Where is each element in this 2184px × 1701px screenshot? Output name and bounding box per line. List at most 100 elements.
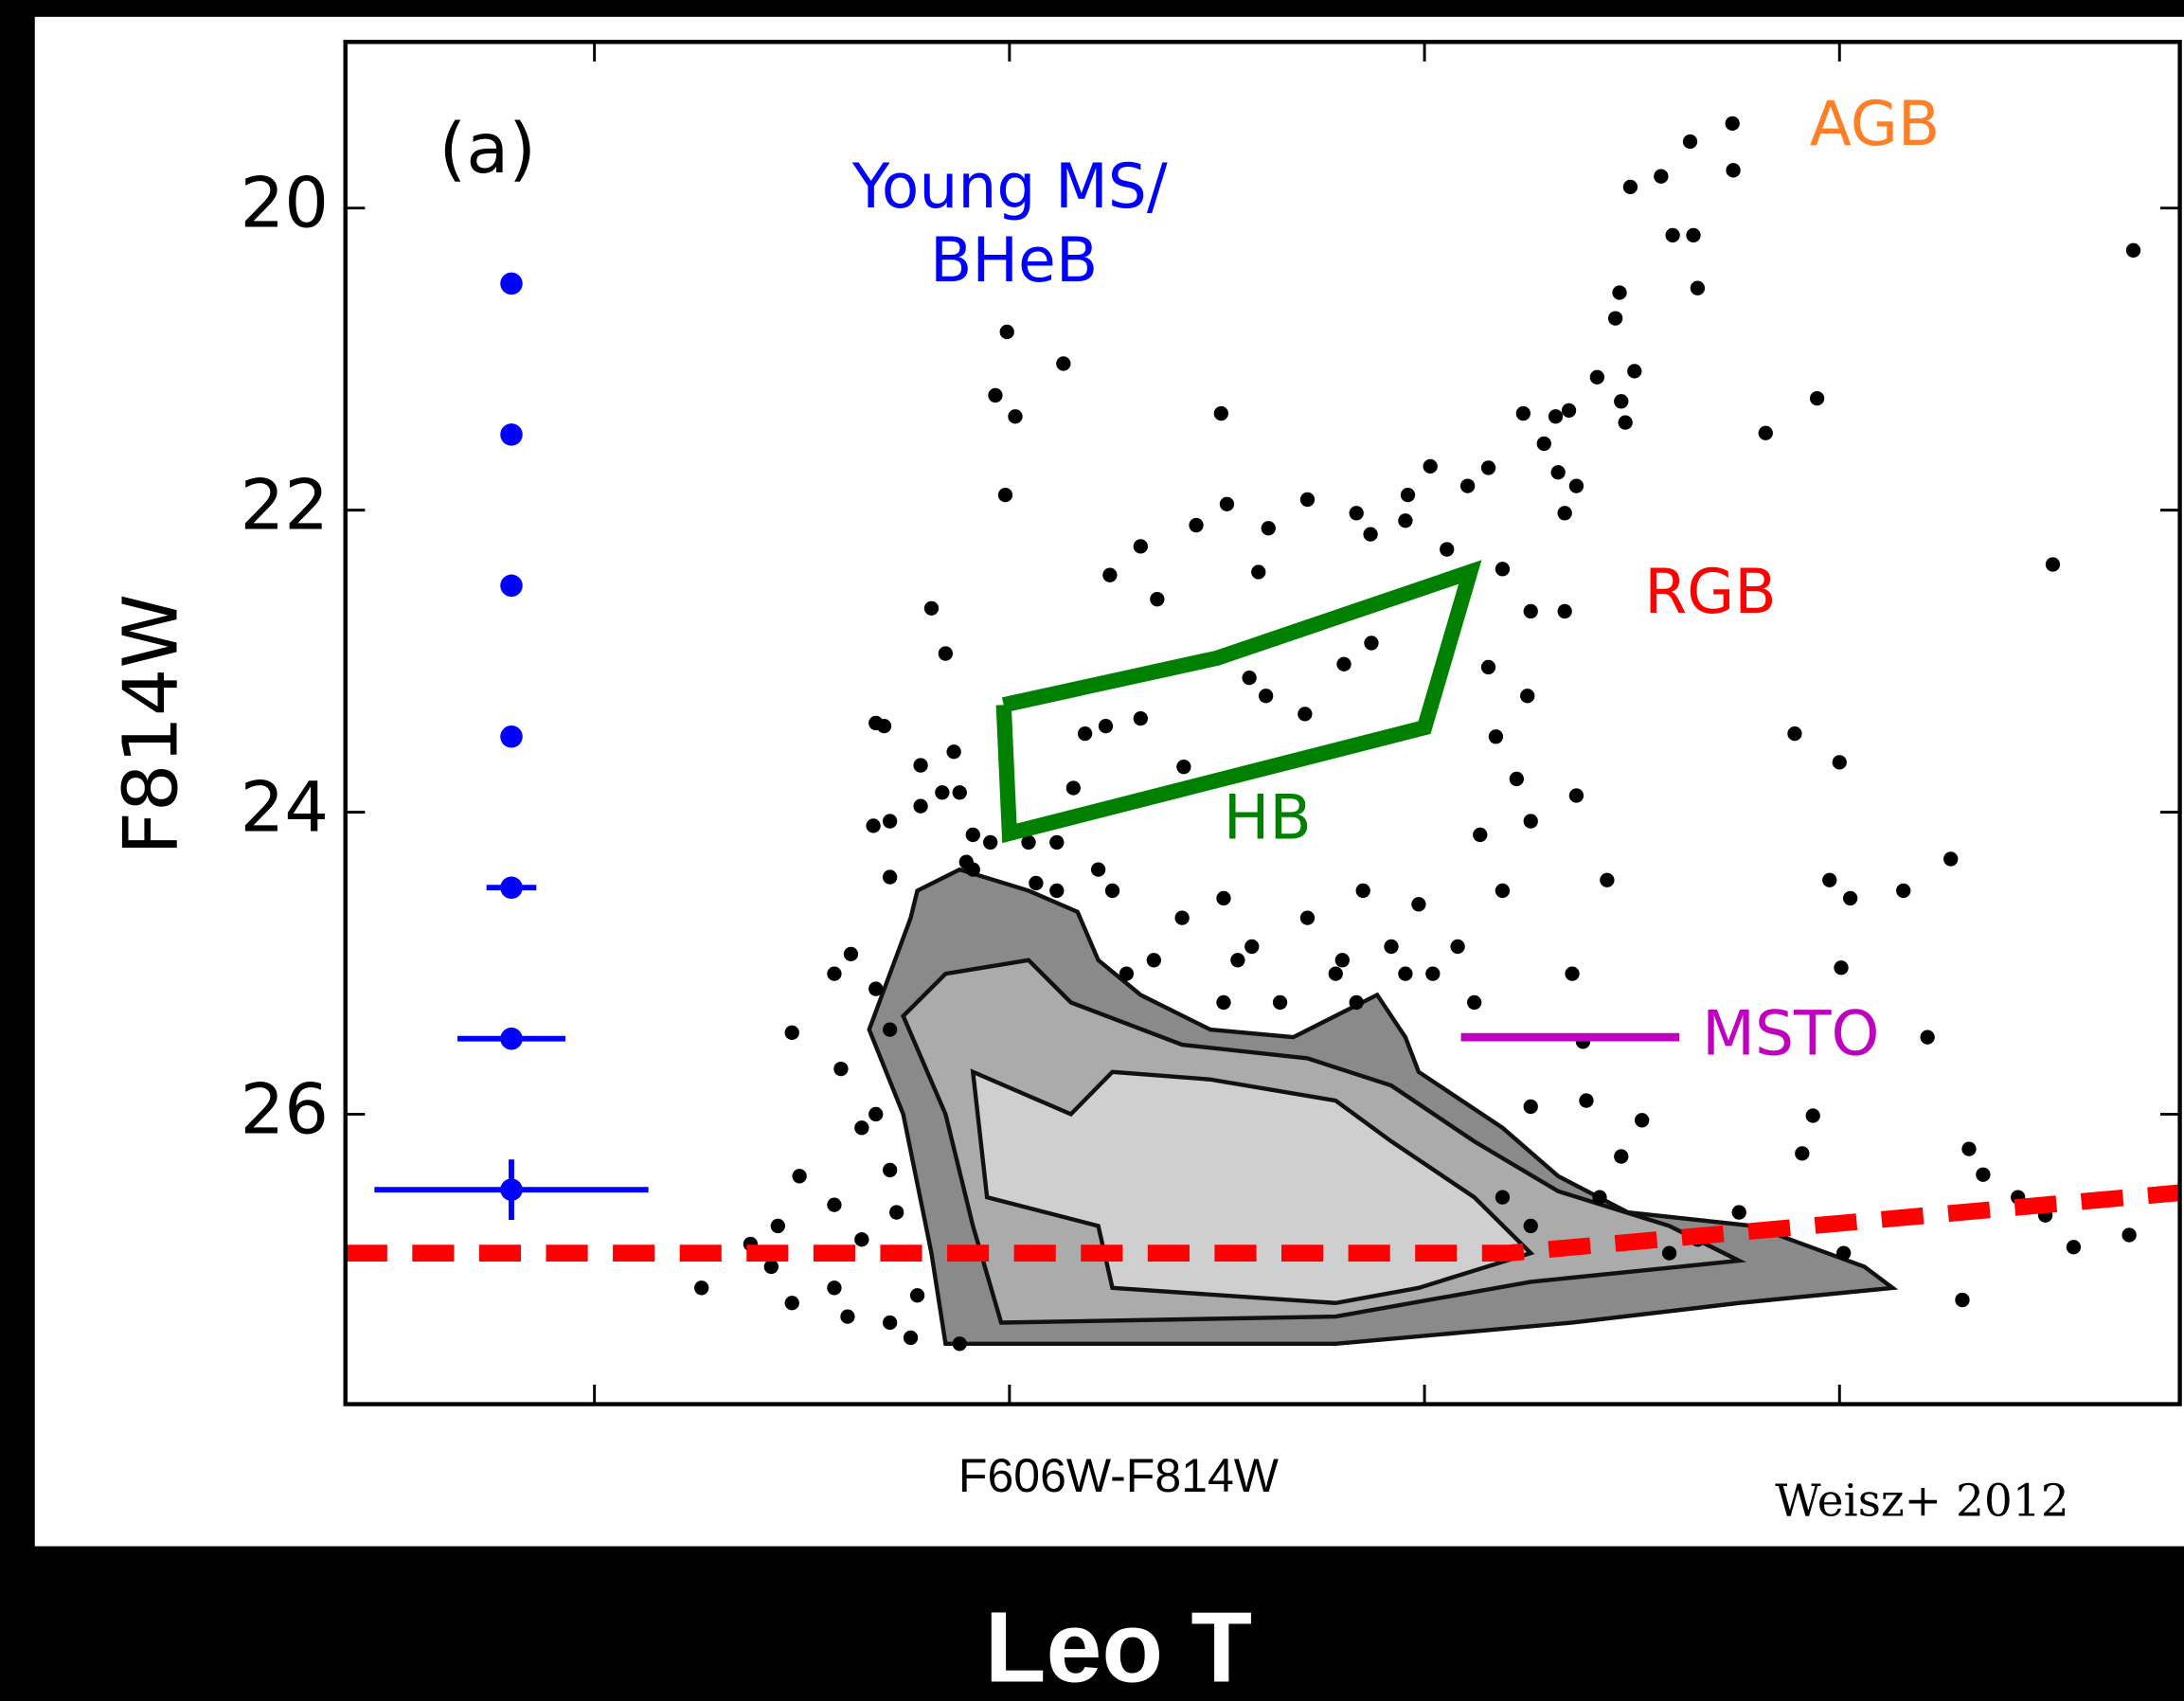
star-point bbox=[1230, 953, 1245, 968]
annotation: MSTO bbox=[1702, 998, 1879, 1069]
star-point bbox=[1955, 1292, 1970, 1308]
star-point bbox=[1480, 659, 1496, 675]
star-point bbox=[1618, 415, 1633, 430]
plot-frame bbox=[343, 40, 2182, 1406]
star-point bbox=[889, 1205, 904, 1220]
star-point bbox=[1795, 1146, 1810, 1161]
star-point bbox=[1832, 755, 1847, 770]
star-point bbox=[1589, 369, 1604, 385]
star-point bbox=[946, 744, 961, 760]
error-point bbox=[500, 1027, 523, 1050]
star-point bbox=[827, 1280, 842, 1296]
star-point bbox=[1731, 1205, 1746, 1220]
star-point bbox=[1550, 465, 1566, 480]
star-point bbox=[854, 1232, 869, 1247]
star-point bbox=[999, 324, 1014, 340]
star-point bbox=[1189, 517, 1204, 533]
star-point bbox=[1259, 689, 1274, 704]
error-point bbox=[500, 423, 523, 446]
star-point bbox=[965, 827, 980, 843]
star-point bbox=[876, 718, 892, 734]
star-point bbox=[1614, 394, 1629, 409]
star-point bbox=[1056, 356, 1071, 371]
star-point bbox=[840, 1309, 855, 1324]
star-point bbox=[1336, 656, 1352, 671]
star-point bbox=[1077, 725, 1093, 742]
star-point bbox=[1008, 409, 1023, 424]
star-point bbox=[2121, 1227, 2137, 1243]
star-point bbox=[2066, 1240, 2082, 1255]
star-point bbox=[1398, 966, 1413, 981]
star-point bbox=[909, 1288, 925, 1303]
star-point bbox=[1355, 883, 1370, 899]
star-point bbox=[1104, 883, 1120, 899]
star-point bbox=[1665, 227, 1680, 243]
star-point bbox=[1119, 966, 1135, 981]
star-point bbox=[694, 1280, 709, 1296]
star-point bbox=[1495, 1190, 1511, 1205]
star-point bbox=[1579, 1093, 1594, 1108]
star-point bbox=[763, 1259, 779, 1275]
star-point bbox=[1459, 478, 1476, 493]
star-point bbox=[1557, 506, 1572, 521]
star-point bbox=[1021, 834, 1036, 850]
star-point bbox=[1473, 827, 1488, 843]
star-point bbox=[1809, 390, 1825, 406]
star-point bbox=[952, 1336, 967, 1352]
star-point bbox=[2045, 557, 2061, 572]
star-point bbox=[923, 600, 940, 616]
star-point bbox=[1682, 134, 1698, 150]
y-tick-label: 24 bbox=[241, 768, 330, 849]
star-point bbox=[1536, 436, 1551, 452]
star-point bbox=[1523, 1218, 1538, 1234]
star-point bbox=[1523, 814, 1538, 829]
star-point bbox=[1398, 513, 1413, 528]
star-point bbox=[913, 758, 928, 773]
star-point bbox=[1400, 488, 1416, 503]
star-point bbox=[1976, 1167, 1991, 1182]
star-point bbox=[1565, 966, 1580, 981]
star-point bbox=[827, 1197, 842, 1212]
error-point bbox=[500, 574, 523, 598]
star-point bbox=[1495, 883, 1511, 899]
star-point bbox=[1920, 1030, 1935, 1045]
star-point bbox=[1364, 636, 1379, 651]
annotation: Young MS/ bbox=[851, 152, 1168, 223]
error-point bbox=[500, 876, 523, 900]
y-tick-label: 20 bbox=[241, 164, 330, 244]
completeness-line bbox=[345, 1184, 2180, 1262]
star-point bbox=[1822, 872, 1837, 887]
star-point bbox=[1349, 994, 1364, 1011]
annotation: AGB bbox=[1810, 89, 1941, 160]
annotation: HB bbox=[1224, 782, 1312, 853]
star-point bbox=[1943, 851, 1959, 867]
error-point bbox=[500, 725, 523, 748]
star-point bbox=[1299, 492, 1316, 508]
star-point bbox=[854, 1120, 869, 1136]
star-point bbox=[1686, 227, 1701, 243]
star-point bbox=[784, 1025, 799, 1040]
star-point bbox=[1896, 883, 1911, 899]
star-point bbox=[1607, 311, 1623, 326]
star-point bbox=[868, 981, 884, 996]
star-point bbox=[965, 862, 980, 877]
star-point bbox=[1133, 539, 1148, 554]
star-point bbox=[1961, 1141, 1977, 1156]
credit: Weisz+ 2012 bbox=[1775, 1475, 2068, 1527]
star-point bbox=[1146, 953, 1161, 968]
star-point bbox=[1523, 1099, 1538, 1115]
star-point bbox=[1213, 405, 1228, 421]
star-point bbox=[988, 387, 1003, 403]
star-point bbox=[938, 646, 954, 661]
star-point bbox=[1627, 364, 1642, 379]
star-point bbox=[1176, 760, 1191, 775]
star-point bbox=[1520, 689, 1535, 704]
star-point bbox=[1523, 603, 1538, 619]
star-point bbox=[1334, 953, 1350, 968]
star-point bbox=[1102, 567, 1118, 582]
star-point bbox=[1029, 875, 1044, 891]
star-point bbox=[784, 1296, 799, 1311]
star-point bbox=[1622, 179, 1638, 195]
